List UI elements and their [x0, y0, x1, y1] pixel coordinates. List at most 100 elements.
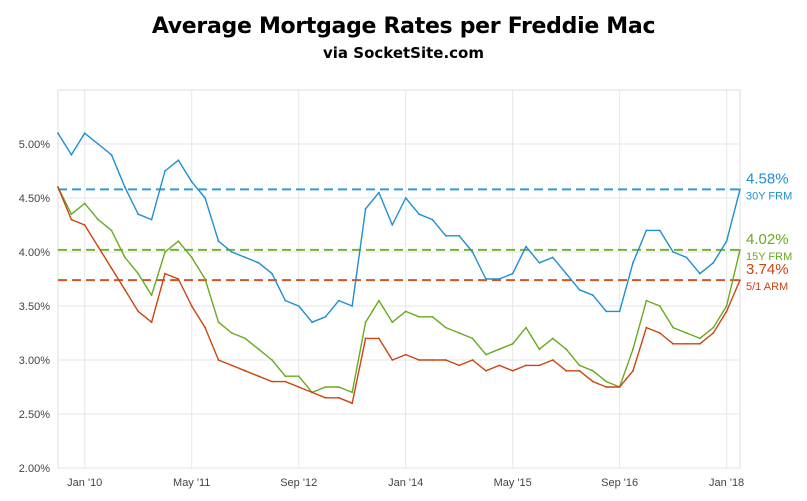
data-point	[565, 272, 568, 275]
data-point	[578, 369, 581, 372]
x-tick-label: Sep '12	[280, 477, 317, 489]
data-point	[485, 369, 487, 372]
data-point	[511, 342, 514, 345]
data-point	[592, 294, 594, 297]
data-point	[685, 342, 688, 345]
latest-value-label: 4.02%	[746, 231, 789, 248]
data-point	[498, 348, 501, 351]
data-point	[83, 224, 86, 226]
data-point	[431, 359, 434, 361]
data-point	[324, 396, 327, 399]
data-point	[230, 251, 233, 253]
series-name-label: 5/1 ARM	[746, 281, 788, 293]
data-point	[150, 321, 153, 324]
series-15y-frm	[57, 186, 741, 394]
data-point	[712, 261, 715, 264]
data-point	[284, 380, 287, 383]
series-lines	[57, 132, 741, 405]
data-point	[351, 402, 354, 405]
data-point	[672, 342, 675, 345]
data-point	[538, 364, 541, 367]
x-tick-label: Jan '10	[67, 477, 102, 489]
data-point	[97, 245, 100, 248]
data-point	[739, 188, 741, 191]
data-point	[511, 272, 514, 275]
data-point	[431, 315, 434, 318]
data-point	[444, 326, 447, 329]
data-point	[257, 261, 260, 264]
data-point	[378, 299, 380, 302]
data-point	[418, 315, 420, 318]
data-point	[297, 386, 300, 388]
data-point	[431, 218, 434, 221]
data-point	[525, 245, 527, 248]
data-point	[739, 248, 741, 251]
data-point	[204, 197, 206, 199]
data-point	[725, 305, 728, 307]
data-point	[404, 310, 407, 313]
data-point	[378, 337, 380, 340]
data-point	[123, 288, 126, 291]
data-point	[698, 272, 701, 275]
y-axis: 2.00% 2.50% 3.00% 3.50% 4.00% 4.50% 5.00%	[19, 139, 50, 475]
data-point	[538, 348, 541, 351]
data-point	[337, 386, 340, 388]
data-point	[284, 299, 287, 302]
x-tick-label: May '15	[494, 477, 532, 489]
data-point	[204, 326, 206, 329]
data-point	[217, 359, 220, 361]
data-point	[57, 186, 59, 189]
data-point	[177, 159, 180, 162]
data-point	[351, 391, 354, 394]
data-point	[444, 359, 447, 361]
data-point	[658, 229, 661, 232]
data-point	[632, 369, 634, 372]
y-tick-label: 4.50%	[19, 193, 50, 205]
data-point	[565, 348, 568, 351]
data-point	[645, 326, 648, 329]
y-tick-label: 5.00%	[19, 139, 50, 151]
data-point	[632, 261, 634, 264]
y-tick-label: 2.50%	[19, 409, 50, 421]
plot-background	[57, 89, 741, 469]
data-point	[190, 180, 193, 183]
data-point	[418, 213, 420, 216]
data-point	[404, 197, 407, 199]
data-point	[565, 369, 568, 372]
data-point	[311, 321, 313, 324]
series-5-1-arm	[57, 186, 741, 405]
data-point	[498, 364, 501, 367]
data-point	[391, 224, 394, 226]
series-line	[57, 132, 741, 323]
data-point	[311, 391, 313, 394]
data-point	[123, 256, 126, 259]
data-point	[164, 170, 166, 172]
data-point	[230, 332, 233, 334]
data-point	[364, 321, 367, 324]
x-tick-label: Sep '16	[601, 477, 638, 489]
data-point	[110, 267, 113, 270]
data-point	[244, 369, 247, 372]
data-point	[217, 240, 220, 243]
data-point	[551, 256, 554, 259]
data-point	[271, 272, 273, 275]
data-point	[190, 305, 193, 307]
data-point	[498, 278, 501, 280]
series-line	[57, 186, 741, 404]
reference-lines	[58, 188, 740, 282]
x-tick-label: Jan '18	[709, 477, 744, 489]
data-point	[110, 153, 113, 156]
y-tick-label: 4.00%	[19, 247, 50, 259]
data-point	[378, 191, 380, 194]
data-point	[364, 337, 367, 340]
x-axis: Jan '10 May '11 Sep '12 Jan '14 May '15 Sep '…	[67, 477, 744, 489]
data-point	[83, 132, 86, 135]
data-point	[351, 305, 354, 307]
data-point	[525, 326, 527, 329]
data-point	[444, 234, 447, 237]
page-subtitle: via SocketSite.com	[323, 44, 484, 62]
data-point	[418, 359, 420, 361]
data-point	[177, 240, 180, 243]
data-point	[618, 310, 621, 313]
